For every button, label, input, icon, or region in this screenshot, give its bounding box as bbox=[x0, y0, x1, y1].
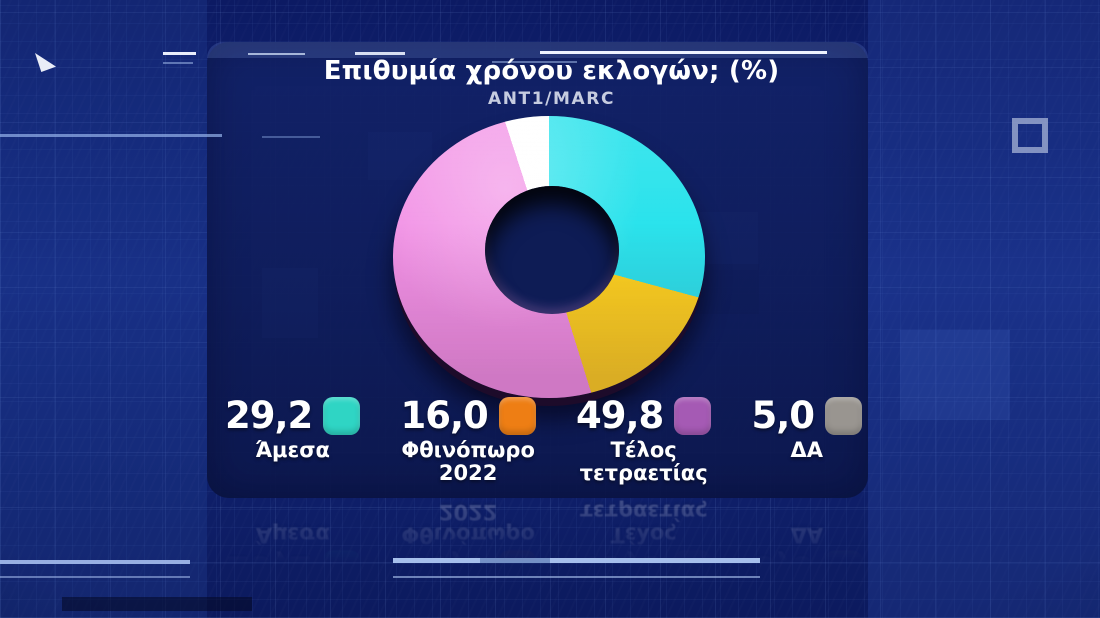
legend-label: Φθινόπωρο 2022 bbox=[401, 438, 535, 486]
background-patch bbox=[900, 330, 1010, 420]
legend-value: 5,0 bbox=[751, 548, 814, 592]
legend-item: 29,2 Άμεσα bbox=[225, 500, 361, 592]
legend-item: 49,8 Τέλος τετραετίας bbox=[575, 394, 712, 486]
legend-value: 29,2 bbox=[225, 548, 313, 592]
legend-swatch bbox=[674, 550, 712, 589]
streak-line-decor bbox=[0, 134, 222, 137]
legend-swatch bbox=[498, 550, 536, 589]
background-bottom-bar bbox=[62, 597, 252, 611]
legend-swatch bbox=[825, 550, 862, 589]
legend-label: Άμεσα bbox=[255, 523, 330, 548]
legend-item: 5,0 ΔΑ bbox=[751, 500, 862, 591]
legend-item: 29,2 Άμεσα bbox=[225, 394, 361, 485]
streak-line-decor bbox=[393, 558, 760, 563]
legend-swatch bbox=[323, 550, 361, 589]
legend-value: 49,8 bbox=[575, 548, 664, 592]
square-outline-icon bbox=[1012, 118, 1048, 153]
chart-legend: 29,2 Άμεσα 16,0 Φθινόπωρο 2022 49,8 Τέλος… bbox=[225, 394, 862, 485]
legend-swatch bbox=[498, 396, 536, 435]
legend-item: 5,0 ΔΑ bbox=[751, 394, 862, 485]
legend-value: 16,0 bbox=[400, 548, 488, 592]
legend-label: Τέλος τετραετίας bbox=[579, 500, 708, 548]
page-title: Επιθυμία χρόνου εκλογών; (%) bbox=[323, 56, 780, 86]
donut-hole bbox=[485, 186, 619, 314]
legend-label: Άμεσα bbox=[255, 438, 330, 462]
legend-value: 49,8 bbox=[575, 394, 664, 437]
legend-label: ΔΑ bbox=[790, 438, 823, 462]
legend-reflection: 29,2 Άμεσα 16,0 Φθινόπωρο 2022 49,8 Τέλος… bbox=[225, 500, 862, 591]
legend-label: ΔΑ bbox=[790, 523, 823, 548]
background-right-column bbox=[868, 0, 1100, 618]
streak-line-decor bbox=[0, 576, 190, 578]
source-label: ANT1/MARC bbox=[487, 89, 616, 109]
corner-triangle-icon bbox=[35, 53, 56, 72]
legend-label: Τέλος τετραετίας bbox=[579, 438, 708, 486]
streak-line-decor bbox=[480, 558, 550, 563]
streak-line-decor bbox=[163, 52, 196, 55]
streak-line-decor bbox=[0, 560, 190, 564]
legend-item: 49,8 Τέλος τετραετίας bbox=[575, 500, 712, 592]
streak-line-decor bbox=[393, 576, 760, 578]
legend-value: 16,0 bbox=[400, 394, 488, 437]
legend-swatch bbox=[674, 396, 712, 435]
chart-header: Επιθυμία χρόνου εκλογών; (%) ANT1/MARC bbox=[221, 56, 882, 109]
legend-swatch bbox=[323, 396, 361, 435]
legend-label: Φθινόπωρο 2022 bbox=[401, 500, 535, 548]
legend-value: 5,0 bbox=[751, 394, 815, 437]
legend-value: 29,2 bbox=[225, 394, 313, 437]
background-left-column bbox=[0, 0, 207, 618]
streak-line-decor bbox=[163, 62, 193, 64]
legend-item: 16,0 Φθινόπωρο 2022 bbox=[400, 500, 536, 592]
legend-swatch bbox=[825, 396, 862, 435]
legend-item: 16,0 Φθινόπωρο 2022 bbox=[400, 394, 536, 486]
